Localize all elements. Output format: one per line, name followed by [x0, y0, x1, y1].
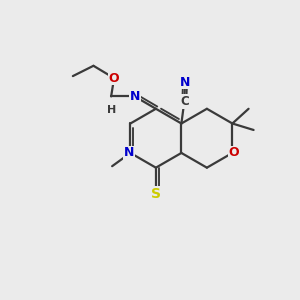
Text: H: H	[106, 105, 116, 115]
Text: S: S	[151, 187, 161, 201]
Text: O: O	[109, 72, 119, 85]
Text: C: C	[180, 95, 189, 108]
Text: N: N	[124, 146, 134, 159]
Text: N: N	[130, 90, 140, 103]
Text: O: O	[229, 146, 239, 159]
Text: N: N	[180, 76, 190, 89]
